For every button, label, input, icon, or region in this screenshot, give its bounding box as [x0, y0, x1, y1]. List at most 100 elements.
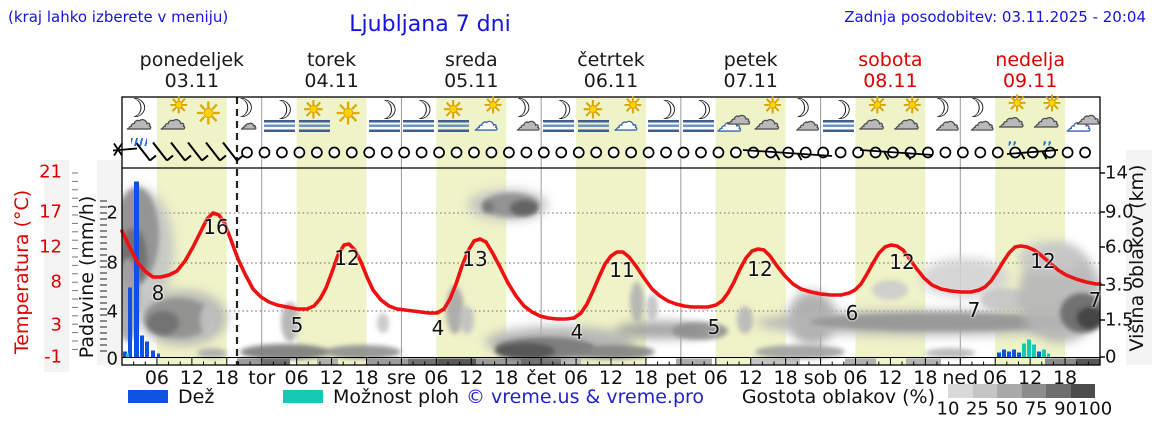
- day-date: 04.11: [304, 70, 359, 92]
- sun-icon: ☀: [483, 94, 504, 119]
- precip-tick: 8: [106, 252, 118, 274]
- density-tick-label: 100: [1077, 398, 1113, 420]
- temp-value-label: 4: [431, 316, 445, 340]
- sun-icon: ☀: [582, 96, 604, 124]
- precipitation-bars: [123, 181, 1050, 358]
- forecast-icon-sun-cloud-drizzle: ☀ ☁ ‚‚: [995, 93, 1030, 148]
- cloud-height-tick: 14: [1105, 162, 1128, 184]
- moon-icon: ☽: [927, 94, 951, 124]
- cloud-density-legend-label: Gostota oblakov (%): [741, 386, 935, 408]
- temp-value-label: 6: [845, 301, 859, 325]
- forecast-icon-sun-fog: ☀: [576, 98, 611, 148]
- x-hour-label: 18: [1052, 367, 1078, 389]
- x-hour-label: 06: [563, 367, 589, 389]
- day-name: torek: [306, 49, 357, 71]
- day-date: 06.11: [583, 70, 639, 92]
- moon-icon: ☽: [828, 96, 852, 126]
- temp-tick: 12: [39, 236, 62, 258]
- x-hour-label: 06: [144, 367, 170, 389]
- gridlines: [122, 97, 1100, 365]
- cloud-icon: ☁: [998, 104, 1025, 134]
- cloud-icon: ☁: [753, 106, 780, 136]
- forecast-icon-moon-rain: ☽ ☁: [122, 96, 157, 148]
- x-day-abbr: ned: [942, 367, 979, 389]
- density-tick-label: 90: [1054, 398, 1078, 420]
- forecast-icon-moon-fog: ☽: [541, 98, 576, 148]
- cloud-icon: ☁: [858, 106, 885, 136]
- temp-tick: -1: [44, 346, 62, 368]
- x-hour-label: 06: [843, 367, 868, 389]
- temp-value-label: 12: [334, 246, 360, 270]
- x-hour-label: 06: [703, 367, 728, 389]
- copyright-link[interactable]: © vreme.us & vreme.pro: [465, 386, 705, 408]
- forecast-icon-clouds: ☁ ☁: [1065, 98, 1100, 148]
- forecast-icon-sun-cloud: ☀ ☁: [856, 94, 891, 148]
- moon-icon: ☽: [787, 94, 811, 124]
- temp-value-label: 12: [1030, 249, 1056, 273]
- showers-legend-swatch: [283, 390, 323, 403]
- x-day-abbr: sre: [386, 367, 416, 389]
- cloud-icon: ☁: [893, 106, 920, 136]
- day-date: 05.11: [444, 70, 499, 92]
- sun-icon: ☀: [194, 97, 222, 132]
- cloud-icon: ☁: [795, 108, 820, 136]
- cloud-icon: ☁: [125, 106, 152, 136]
- forecast-icon-sun-cloud: ☀ ☁: [157, 94, 192, 148]
- moon-icon: ☽: [374, 96, 398, 126]
- day-date: 07.11: [723, 70, 778, 92]
- sun-icon: ☀: [302, 96, 325, 124]
- precip-tick: 0: [106, 348, 118, 370]
- moon-icon: ☽: [230, 94, 255, 124]
- cloud-icon: ☁: [970, 108, 995, 136]
- x-hour-label: 12: [598, 367, 624, 389]
- day-name: ponedeljek: [139, 49, 245, 71]
- day-name: sobota: [858, 49, 923, 71]
- day-name: sreda: [444, 49, 498, 71]
- moon-icon: ☽: [409, 96, 433, 126]
- precip-axis-strip: [97, 160, 122, 365]
- forecast-icon-sun-cloud-drizzle: ☀ ☁ ‚‚: [1030, 93, 1065, 148]
- density-step: [972, 384, 997, 398]
- precip-tick: 2: [106, 202, 118, 224]
- forecast-icon-moon-cloud: ☽ ☁: [786, 94, 821, 148]
- cloud-height-tick: 1.5: [1105, 309, 1134, 331]
- sun-icon: ☀: [1042, 92, 1063, 117]
- cloud-icon: ☁: [516, 108, 541, 136]
- showers-legend-label: Možnost ploh: [333, 386, 460, 408]
- forecast-icon-sun-cloud: ☀ ☁: [890, 95, 925, 148]
- x-day-abbr: sob: [803, 367, 838, 389]
- x-hour-label: 18: [214, 367, 239, 389]
- fog-icon: [647, 120, 679, 132]
- forecast-icon-sun-cloud: ☀ ☁: [751, 95, 786, 148]
- forecast-icon-moon-fog: ☽: [262, 98, 297, 148]
- day-name: četrtek: [577, 49, 645, 71]
- cloud-icon: ☁: [726, 102, 751, 130]
- forecast-icon-sun-fog: ☀: [297, 98, 332, 148]
- density-step: [1070, 384, 1095, 398]
- density-tick-label: 10: [936, 398, 960, 420]
- moon-icon: ☽: [549, 96, 573, 126]
- x-hour-label: 06: [983, 367, 1008, 389]
- cloud-icon: ☁: [1033, 104, 1060, 134]
- forecast-icon-moon-fog: ☽: [367, 98, 402, 148]
- fog-icon: [682, 120, 714, 132]
- forecast-icon-sun: ☀: [192, 98, 227, 148]
- cloud-icon: ☁: [935, 108, 960, 136]
- x-day-abbr: čet: [526, 367, 556, 389]
- density-tick-label: 75: [1024, 398, 1048, 420]
- forecast-icon-moon-cloud: ☽ ☁: [925, 94, 960, 148]
- page-title: Ljubljana 7 dni: [349, 12, 511, 37]
- moon-icon: ☽: [962, 94, 986, 124]
- temp-tick: 8: [50, 271, 62, 293]
- cloud-icon: ☁: [613, 108, 638, 136]
- forecast-icon-moon-fog: ☽: [646, 98, 681, 148]
- forecast-icon-sun-cloud-w: ☀ ☁: [471, 94, 506, 148]
- cloud-height-tick: 0: [1105, 346, 1117, 368]
- rain-legend-label: Dež: [178, 386, 215, 408]
- x-hour-label: 12: [179, 367, 204, 389]
- drizzle-icon: ‚‚: [1042, 133, 1053, 148]
- sun-icon: ☀: [867, 94, 888, 119]
- fog-icon: [403, 120, 435, 132]
- sun-icon: ☀: [168, 94, 189, 119]
